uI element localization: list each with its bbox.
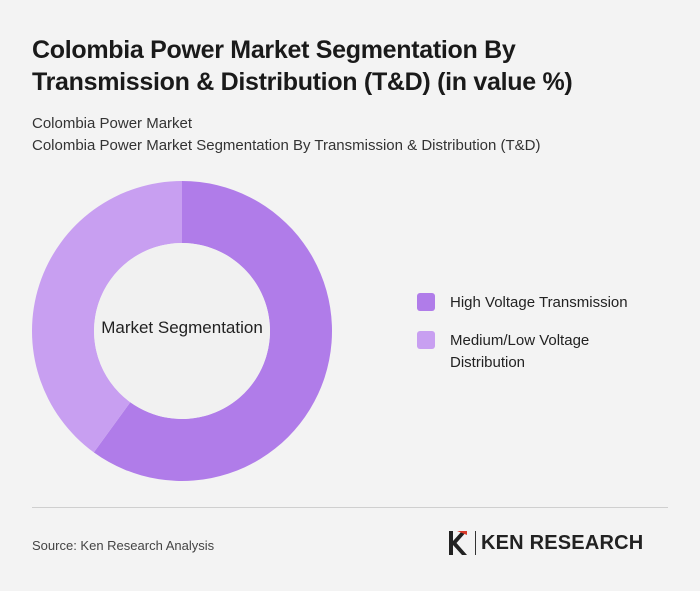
source-note: Source: Ken Research Analysis [32,538,215,553]
legend-label: High Voltage Transmission [450,294,628,311]
chart-title: Colombia Power Market Segmentation By Tr… [32,36,573,96]
legend-swatch [417,331,435,349]
chart-subtitle: Colombia Power Market Colombia Power Mar… [32,113,541,157]
donut-slice-medium-low-voltage [32,181,183,453]
ken-research-logo: KEN RESEARCH [446,529,643,557]
subtitle-line-1: Colombia Power Market [32,115,193,132]
logo-text: KEN RESEARCH [481,531,644,554]
chart-legend: High Voltage Transmission Medium/Low Vol… [417,292,667,390]
legend-swatch [417,293,435,311]
legend-label: Medium/Low Voltage Distribution [450,332,590,371]
legend-item-medium-low-voltage: Medium/Low Voltage Distribution [417,330,667,374]
donut-slice-high-voltage [93,181,332,481]
logo-separator [475,531,476,555]
ken-logo-icon [449,531,467,555]
donut-chart [32,181,332,481]
donut-center-label: Market Segmentation [101,318,263,337]
donut-hole [94,243,270,419]
footer-divider [32,507,668,508]
subtitle-line-2: Colombia Power Market Segmentation By Tr… [32,137,541,154]
legend-item-high-voltage: High Voltage Transmission [417,292,667,314]
